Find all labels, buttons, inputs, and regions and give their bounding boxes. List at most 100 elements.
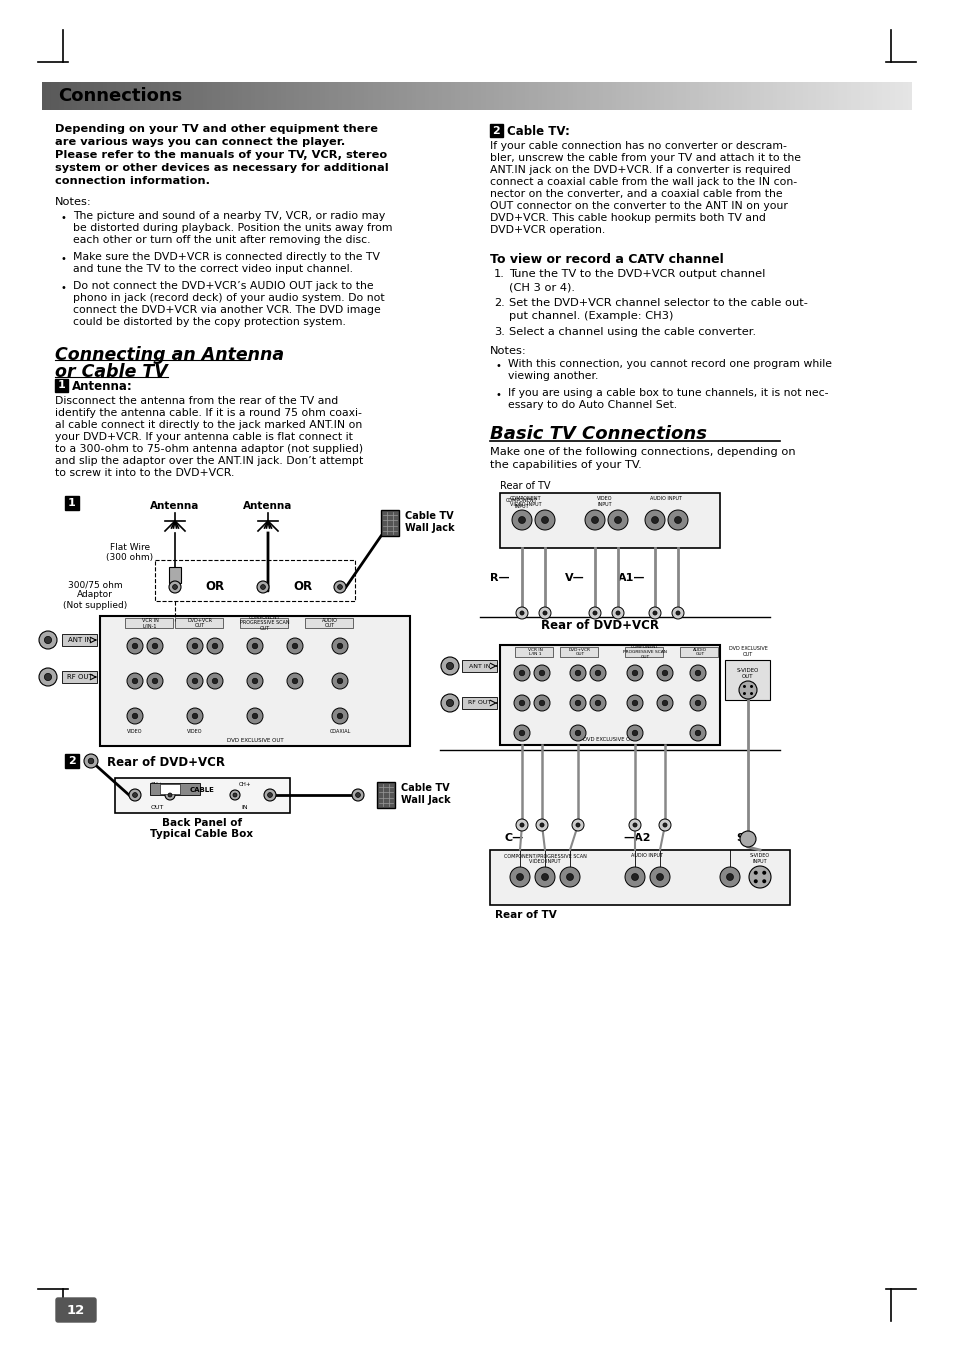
- Bar: [724, 82, 729, 109]
- Bar: [638, 82, 642, 109]
- Text: •: •: [496, 361, 501, 372]
- Circle shape: [538, 700, 544, 705]
- Circle shape: [595, 670, 600, 676]
- Bar: [380, 509, 398, 536]
- Bar: [677, 82, 681, 109]
- Bar: [461, 697, 497, 709]
- Circle shape: [675, 611, 679, 615]
- Circle shape: [651, 516, 658, 523]
- Bar: [385, 82, 390, 109]
- Bar: [572, 82, 577, 109]
- Bar: [906, 82, 911, 109]
- Bar: [694, 82, 699, 109]
- Bar: [181, 82, 186, 109]
- Bar: [355, 82, 359, 109]
- Bar: [120, 82, 125, 109]
- Text: Connections: Connections: [58, 86, 182, 105]
- Circle shape: [147, 673, 163, 689]
- Circle shape: [336, 643, 342, 648]
- Circle shape: [187, 708, 203, 724]
- Bar: [133, 82, 138, 109]
- Text: Rear of DVD+VCR: Rear of DVD+VCR: [540, 619, 659, 632]
- Text: COMPONENT
INPUT: COMPONENT INPUT: [506, 499, 537, 509]
- Text: If your cable connection has no converter or descram-: If your cable connection has no converte…: [490, 141, 786, 151]
- Circle shape: [252, 713, 257, 719]
- Circle shape: [518, 516, 525, 523]
- Text: Select a channel using the cable converter.: Select a channel using the cable convert…: [509, 327, 756, 336]
- Text: 1: 1: [57, 381, 66, 390]
- Text: Antenna:: Antenna:: [71, 380, 132, 393]
- Text: •: •: [496, 390, 501, 400]
- Circle shape: [168, 793, 172, 797]
- Text: If you are using a cable box to tune channels, it is not nec-: If you are using a cable box to tune cha…: [507, 388, 827, 399]
- Bar: [863, 82, 868, 109]
- Bar: [112, 82, 116, 109]
- Bar: [537, 82, 542, 109]
- Bar: [86, 82, 91, 109]
- Bar: [376, 782, 395, 808]
- Bar: [334, 82, 338, 109]
- Bar: [659, 82, 664, 109]
- Bar: [738, 82, 742, 109]
- Text: COMPONENT
VIDEO INPUT: COMPONENT VIDEO INPUT: [510, 496, 541, 507]
- Bar: [51, 82, 55, 109]
- Bar: [529, 82, 534, 109]
- Text: Connecting an Antenna: Connecting an Antenna: [55, 346, 284, 363]
- Bar: [759, 82, 763, 109]
- Bar: [100, 616, 410, 746]
- Circle shape: [566, 874, 573, 881]
- Bar: [602, 82, 607, 109]
- Text: Depending on your TV and other equipment there: Depending on your TV and other equipment…: [55, 124, 377, 134]
- Circle shape: [132, 713, 137, 719]
- Bar: [64, 82, 69, 109]
- Bar: [125, 617, 172, 628]
- Circle shape: [541, 874, 548, 881]
- Circle shape: [446, 662, 453, 670]
- Bar: [498, 82, 503, 109]
- Bar: [494, 82, 498, 109]
- Circle shape: [576, 823, 579, 827]
- Bar: [546, 82, 551, 109]
- Circle shape: [538, 607, 551, 619]
- Circle shape: [591, 516, 598, 523]
- Text: VCR IN
L/IN 1: VCR IN L/IN 1: [527, 647, 542, 657]
- Circle shape: [332, 638, 348, 654]
- Bar: [359, 82, 364, 109]
- Text: viewing another.: viewing another.: [507, 372, 598, 381]
- Bar: [833, 82, 838, 109]
- Circle shape: [169, 581, 181, 593]
- Bar: [502, 82, 507, 109]
- Bar: [624, 82, 629, 109]
- Bar: [207, 82, 212, 109]
- Text: OUT connector on the converter to the ANT IN on your: OUT connector on the converter to the AN…: [490, 201, 787, 211]
- Circle shape: [268, 793, 273, 797]
- Circle shape: [695, 730, 700, 736]
- Circle shape: [247, 708, 263, 724]
- Circle shape: [45, 636, 51, 643]
- Bar: [212, 82, 216, 109]
- Circle shape: [588, 607, 600, 619]
- Bar: [176, 82, 181, 109]
- Bar: [342, 82, 347, 109]
- Circle shape: [45, 673, 51, 681]
- Circle shape: [689, 725, 705, 740]
- Text: connect a coaxial cable from the wall jack to the IN con-: connect a coaxial cable from the wall ja…: [490, 177, 797, 186]
- Bar: [663, 82, 668, 109]
- Bar: [290, 82, 294, 109]
- Text: the capabilities of your TV.: the capabilities of your TV.: [490, 459, 641, 470]
- Circle shape: [536, 819, 547, 831]
- Bar: [62, 671, 97, 684]
- Bar: [254, 82, 260, 109]
- Bar: [898, 82, 902, 109]
- Bar: [485, 82, 490, 109]
- Text: DVD EXCLUSIVE
OUT: DVD EXCLUSIVE OUT: [728, 646, 766, 657]
- Bar: [580, 82, 586, 109]
- Circle shape: [534, 694, 550, 711]
- Text: 12: 12: [67, 1304, 85, 1316]
- Text: (CH 3 or 4).: (CH 3 or 4).: [509, 282, 575, 292]
- Bar: [894, 82, 899, 109]
- Circle shape: [661, 670, 667, 676]
- Circle shape: [332, 673, 348, 689]
- Bar: [807, 82, 812, 109]
- Bar: [585, 82, 590, 109]
